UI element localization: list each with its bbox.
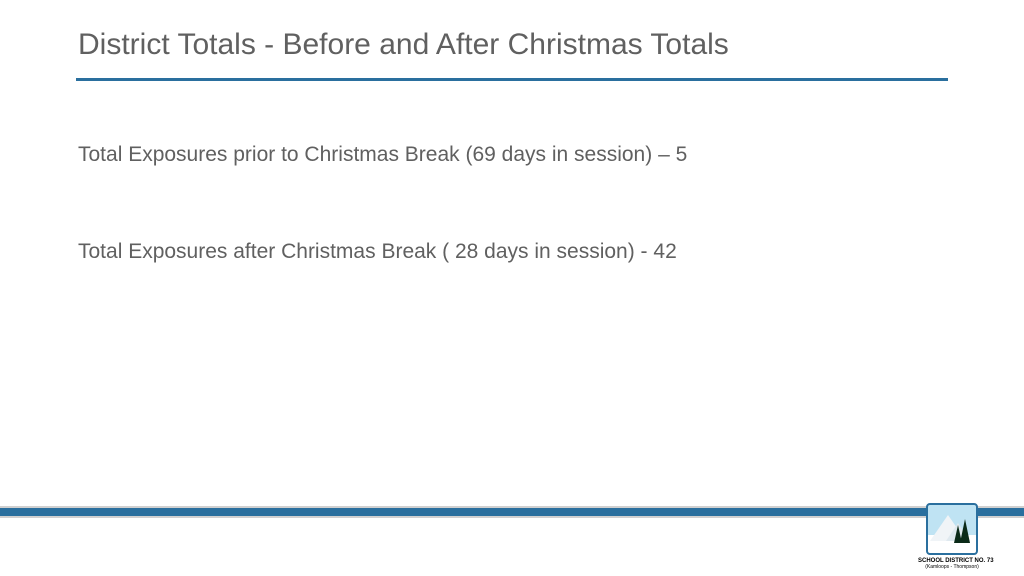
title-underline — [76, 78, 948, 81]
footer-bar — [0, 506, 1024, 518]
logo-icon — [926, 503, 978, 555]
district-logo: SCHOOL DISTRICT NO. 73 (Kamloops - Thomp… — [918, 503, 986, 570]
logo-text-line2: (Kamloops - Thompson) — [918, 564, 986, 570]
slide-body: Total Exposures prior to Christmas Break… — [78, 140, 958, 335]
body-line-2: Total Exposures after Christmas Break ( … — [78, 237, 958, 266]
slide: District Totals - Before and After Chris… — [0, 0, 1024, 576]
slide-title: District Totals - Before and After Chris… — [78, 28, 729, 62]
body-line-1: Total Exposures prior to Christmas Break… — [78, 140, 958, 169]
tree-icon — [960, 519, 970, 543]
